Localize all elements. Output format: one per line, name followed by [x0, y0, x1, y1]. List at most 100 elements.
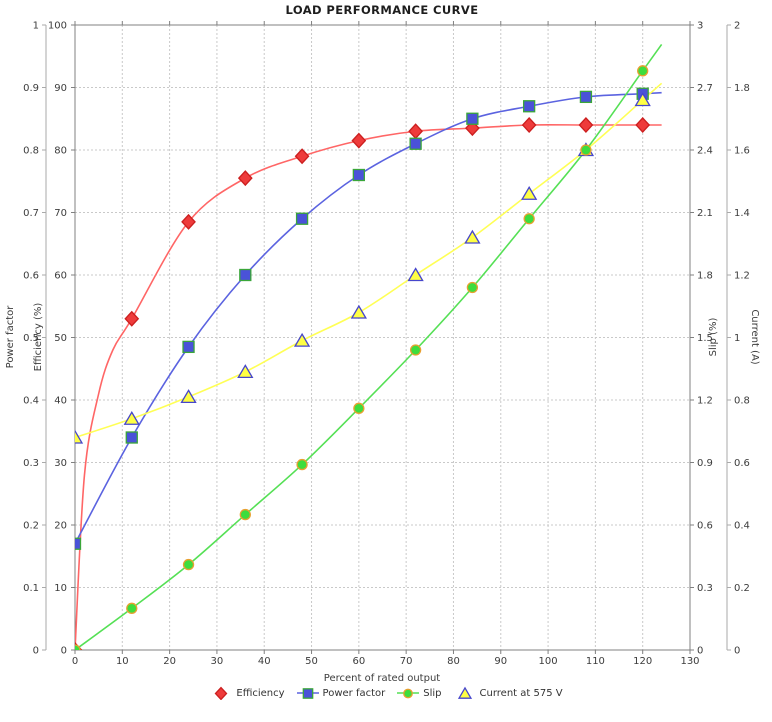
efficiency-tick-label: 90	[54, 83, 67, 94]
efficiency-tick-label: 60	[54, 271, 67, 282]
data-point-marker	[239, 268, 252, 282]
data-point-marker	[125, 431, 138, 444]
data-point-marker	[126, 602, 138, 614]
data-point-marker	[182, 340, 195, 354]
efficiency-tick-label: 20	[54, 521, 67, 532]
legend-item-power-factor: Power factor	[296, 686, 386, 700]
efficiency-axis-title: Efficiency (%)	[33, 303, 44, 372]
x-tick-label: 130	[680, 656, 699, 667]
x-tick-label: 30	[211, 656, 224, 667]
series-markers-slip	[75, 65, 649, 650]
current-tick-label: 1	[734, 333, 740, 344]
series-markers-current-at-575-v	[75, 92, 651, 444]
slip-tick-label: 3	[697, 21, 703, 32]
slip-tick-label: 2.7	[697, 83, 713, 94]
slip-axis-title: Slip (%)	[708, 318, 719, 357]
current-tick-label: 0.8	[734, 396, 750, 407]
x-axis-title: Percent of rated output	[324, 673, 441, 684]
data-point-marker	[75, 644, 81, 650]
efficiency-tick-label: 70	[54, 208, 67, 219]
legend-item-efficiency: Efficiency	[209, 686, 285, 700]
power-factor-tick-label: 0.8	[23, 146, 39, 157]
power-factor-tick-label: 0.9	[23, 83, 39, 94]
slip-legend-marker-icon	[397, 688, 420, 699]
data-point-marker	[580, 144, 592, 156]
data-point-marker	[457, 686, 472, 699]
data-point-marker	[407, 267, 424, 282]
x-tick-label: 80	[447, 656, 460, 667]
data-point-marker	[182, 558, 195, 571]
current-tick-label: 2	[734, 21, 740, 32]
efficiency-tick-label: 0	[61, 646, 67, 657]
x-tick-label: 60	[352, 656, 365, 667]
data-point-marker	[350, 304, 367, 319]
x-tick-label: 40	[258, 656, 271, 667]
slip-tick-label: 0	[697, 646, 703, 657]
x-tick-label: 100	[539, 656, 558, 667]
data-point-marker	[237, 170, 253, 187]
current-tick-label: 0.2	[734, 583, 750, 594]
data-point-marker	[123, 410, 140, 425]
data-point-marker	[635, 117, 651, 133]
data-point-marker	[237, 364, 254, 379]
series-line-efficiency	[75, 123, 662, 650]
data-point-marker	[75, 429, 84, 444]
data-point-marker	[521, 185, 538, 200]
current-tick-label: 1.8	[734, 83, 750, 94]
slip-tick-label: 0.6	[697, 521, 713, 532]
efficiency-tick-label: 30	[54, 458, 67, 469]
power-factor-tick-label: 0.6	[23, 271, 39, 282]
slip-tick-label: 1.2	[697, 396, 713, 407]
data-point-marker	[351, 132, 367, 149]
efficiency-tick-label: 10	[54, 583, 67, 594]
data-point-marker	[239, 508, 251, 521]
data-point-marker	[464, 229, 481, 244]
data-point-marker	[466, 112, 479, 125]
data-point-marker	[75, 537, 82, 550]
x-axis: 0 10 20 30 40 50 60 70 80 90 100 110 120 130	[72, 21, 700, 667]
chart-title: LOAD PERFORMANCE CURVE	[286, 3, 479, 17]
x-tick-label: 110	[586, 656, 605, 667]
data-point-marker	[124, 310, 140, 327]
slip-tick-label: 1.5	[697, 333, 713, 344]
data-point-marker	[466, 281, 479, 294]
data-point-marker	[353, 402, 365, 414]
data-point-marker	[352, 168, 365, 182]
current-tick-label: 0.4	[734, 521, 750, 532]
legend-label: Slip	[423, 687, 442, 699]
efficiency-tick-label: 100	[48, 21, 67, 32]
x-tick-label: 50	[305, 656, 318, 667]
efficiency-tick-label: 40	[54, 396, 67, 407]
slip-tick-label: 2.4	[697, 146, 713, 157]
slip-tick-label: 2.1	[697, 208, 713, 219]
power-factor-tick-label: 0.7	[23, 208, 39, 219]
data-point-marker	[409, 137, 422, 150]
slip-tick-label: 0.9	[697, 458, 713, 469]
x-tick-label: 10	[116, 656, 129, 667]
power-factor-tick-label: 0.1	[23, 583, 39, 594]
x-tick-label: 0	[72, 656, 78, 667]
power-factor-tick-label: 0.2	[23, 521, 39, 532]
data-point-marker	[409, 344, 422, 356]
data-point-marker	[579, 90, 593, 104]
power-factor-axis-title: Power factor	[5, 305, 16, 369]
slip-axis: 0 0.3 0.6 0.9 1.2 1.5 1.8 2.1 2.4 2.7 3	[690, 21, 713, 657]
legend-label: Efficiency	[236, 687, 285, 699]
data-point-marker	[408, 123, 424, 140]
data-point-marker	[295, 212, 309, 225]
current-tick-label: 1.2	[734, 271, 750, 282]
x-tick-label: 70	[400, 656, 413, 667]
data-point-marker	[523, 100, 536, 113]
slip-tick-label: 1.8	[697, 271, 713, 282]
power-factor-tick-label: 1	[33, 21, 39, 32]
power-factor-tick-label: 0	[33, 646, 39, 657]
x-tick-label: 90	[494, 656, 507, 667]
data-point-marker	[578, 117, 594, 133]
series-line-slip	[75, 43, 663, 650]
slip-tick-label: 0.3	[697, 583, 713, 594]
legend-label: Power factor	[322, 687, 386, 699]
data-point-marker	[214, 686, 228, 700]
power-factor-tick-label: 0.4	[23, 396, 39, 407]
